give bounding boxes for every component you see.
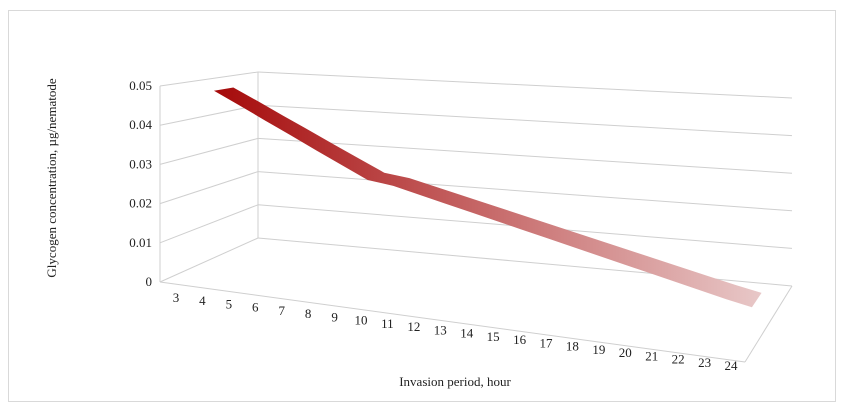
gridline-back <box>257 137 793 174</box>
x-tick-label: 16 <box>513 332 527 347</box>
x-tick-label: 17 <box>540 335 554 350</box>
grid-layer <box>159 71 793 363</box>
gridline-side <box>159 204 259 244</box>
x-tick-label: 22 <box>672 352 685 367</box>
x-tick-label: 7 <box>278 303 285 318</box>
y-tick-labels: 0.05 0.04 0.03 0.02 0.01 0 <box>129 78 152 289</box>
gridline-side <box>159 237 259 283</box>
gridline-back <box>257 71 793 99</box>
floor-edge-front <box>159 281 746 363</box>
x-tick-label: 14 <box>460 326 474 341</box>
x-tick-label: 12 <box>407 319 420 334</box>
ribbon-area <box>213 87 762 308</box>
x-tick-label: 19 <box>592 342 605 357</box>
x-tick-label: 10 <box>355 313 368 328</box>
y-tick-label: 0 <box>146 274 153 289</box>
x-tick-labels: 3 4 5 6 7 8 9 10 11 12 13 14 15 16 17 18 19 20 21 22 23 24 <box>173 290 738 373</box>
x-tick-label: 20 <box>619 345 632 360</box>
y-axis-title: Glycogen concentration, µg/nematode <box>44 78 59 277</box>
floor-edge-right <box>744 285 793 363</box>
gridline-back <box>257 104 793 137</box>
ribbon-layer <box>213 87 762 308</box>
x-axis-title: Invasion period, hour <box>399 374 511 389</box>
x-tick-label: 24 <box>725 358 739 373</box>
x-tick-label: 23 <box>698 355 711 370</box>
y-tick-label: 0.02 <box>129 196 152 211</box>
x-tick-label: 11 <box>381 316 394 331</box>
gridline-side <box>159 71 259 87</box>
x-tick-label: 3 <box>173 290 180 305</box>
gridline-side <box>159 171 259 205</box>
x-tick-label: 8 <box>305 306 312 321</box>
gridline-side <box>159 137 259 165</box>
x-tick-label: 18 <box>566 339 579 354</box>
x-tick-label: 13 <box>434 322 447 337</box>
gridline-back <box>257 171 793 212</box>
x-tick-label: 21 <box>645 348 658 363</box>
x-tick-label: 15 <box>487 329 500 344</box>
x-tick-label: 6 <box>252 300 259 315</box>
chart-border <box>8 10 836 402</box>
x-tick-label: 5 <box>226 296 233 311</box>
y-tick-label: 0.05 <box>129 78 152 93</box>
x-tick-label: 9 <box>331 309 338 324</box>
x-tick-label: 4 <box>199 293 206 308</box>
y-tick-label: 0.04 <box>129 117 152 132</box>
gridline-side <box>159 104 259 126</box>
y-tick-label: 0.01 <box>129 235 152 250</box>
y-tick-label: 0.03 <box>129 156 152 171</box>
